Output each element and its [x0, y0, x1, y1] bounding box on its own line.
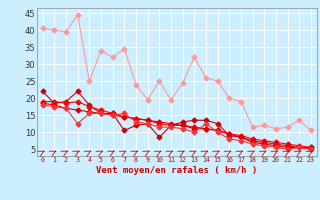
X-axis label: Vent moyen/en rafales ( km/h ): Vent moyen/en rafales ( km/h ) — [96, 166, 257, 175]
